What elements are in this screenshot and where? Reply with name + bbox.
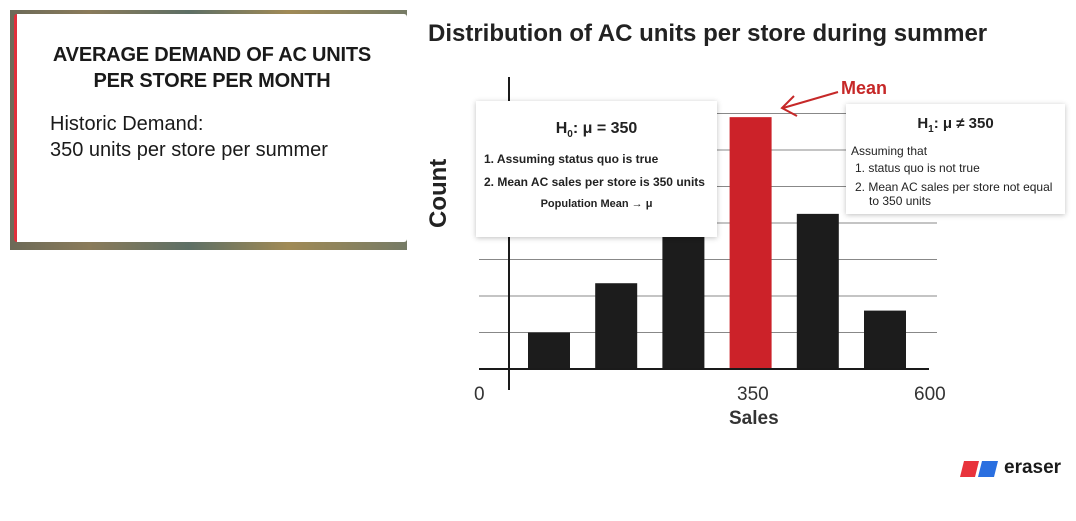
info-card: AVERAGE DEMAND OF AC UNITS PER STORE PER… <box>14 14 407 242</box>
histogram-bar <box>864 310 906 369</box>
eraser-logo: eraser <box>960 457 1070 480</box>
card-body-line1: Historic Demand: <box>50 113 204 135</box>
histogram-bar <box>595 283 638 369</box>
x-axis-label: Sales <box>729 408 779 429</box>
card-title: AVERAGE DEMAND OF AC UNITS PER STORE PER… <box>17 42 407 94</box>
list-item: 2. Mean AC sales per store is 350 units <box>484 175 705 190</box>
y-axis-label: Count <box>425 158 452 228</box>
histogram-bar <box>662 219 705 369</box>
chart-title: Distribution of AC units per store durin… <box>428 20 988 47</box>
x-tick-label: 350 <box>737 384 769 405</box>
list-item: 2. Mean AC sales per store not equal to … <box>855 180 1065 208</box>
null-hypothesis-box: H0: μ = 350 1. Assuming status quo is tr… <box>476 101 717 237</box>
heading-subscript: 0 <box>567 129 573 141</box>
histogram-bar <box>528 332 570 369</box>
heading-letter: H <box>555 120 568 137</box>
mean-arrow <box>780 91 839 117</box>
eraser-logo-text: eraser <box>1004 457 1062 478</box>
card-title-line2: PER STORE PER MONTH <box>93 70 331 92</box>
card-body-line2: 350 units per store per summer <box>50 139 328 161</box>
heading-subscript: 1 <box>928 124 934 135</box>
mean-bar <box>729 117 772 370</box>
null-hypothesis-list: 1. Assuming status quo is true 2. Mean A… <box>484 152 717 189</box>
card-body: Historic Demand: 350 units per store per… <box>50 111 328 163</box>
card-title-line1: AVERAGE DEMAND OF AC UNITS <box>52 44 372 66</box>
assumption-text: Assuming that <box>851 144 928 158</box>
null-hypothesis-heading: H0: μ = 350 <box>476 120 717 140</box>
alternative-hypothesis-heading: H1: μ ≠ 350 <box>846 115 1065 135</box>
mean-annotation: Mean <box>841 78 888 98</box>
x-tick-label: 0 <box>474 384 485 405</box>
x-tick-label: 600 <box>914 384 946 405</box>
alternative-hypothesis-list: 1. status quo is not true 2. Mean AC sal… <box>855 161 1065 208</box>
info-card-frame: AVERAGE DEMAND OF AC UNITS PER STORE PER… <box>10 10 407 250</box>
histogram-bar <box>796 213 839 369</box>
list-item: 1. status quo is not true <box>855 161 980 175</box>
eraser-logo-icon <box>960 461 998 477</box>
list-item: 1. Assuming status quo is true <box>484 152 659 167</box>
list-item-continuation: to 350 units <box>869 194 932 208</box>
heading-equation: : μ ≠ 350 <box>933 115 994 132</box>
population-mean-note: Population Mean → μ <box>540 198 653 211</box>
alternative-hypothesis-box: H1: μ ≠ 350 Assuming that 1. status quo … <box>846 104 1065 214</box>
chart-bars <box>528 117 906 370</box>
heading-letter: H <box>917 115 929 132</box>
heading-equation: : μ = 350 <box>572 120 638 137</box>
list-item-text: 2. Mean AC sales per store not equal <box>855 180 1053 194</box>
